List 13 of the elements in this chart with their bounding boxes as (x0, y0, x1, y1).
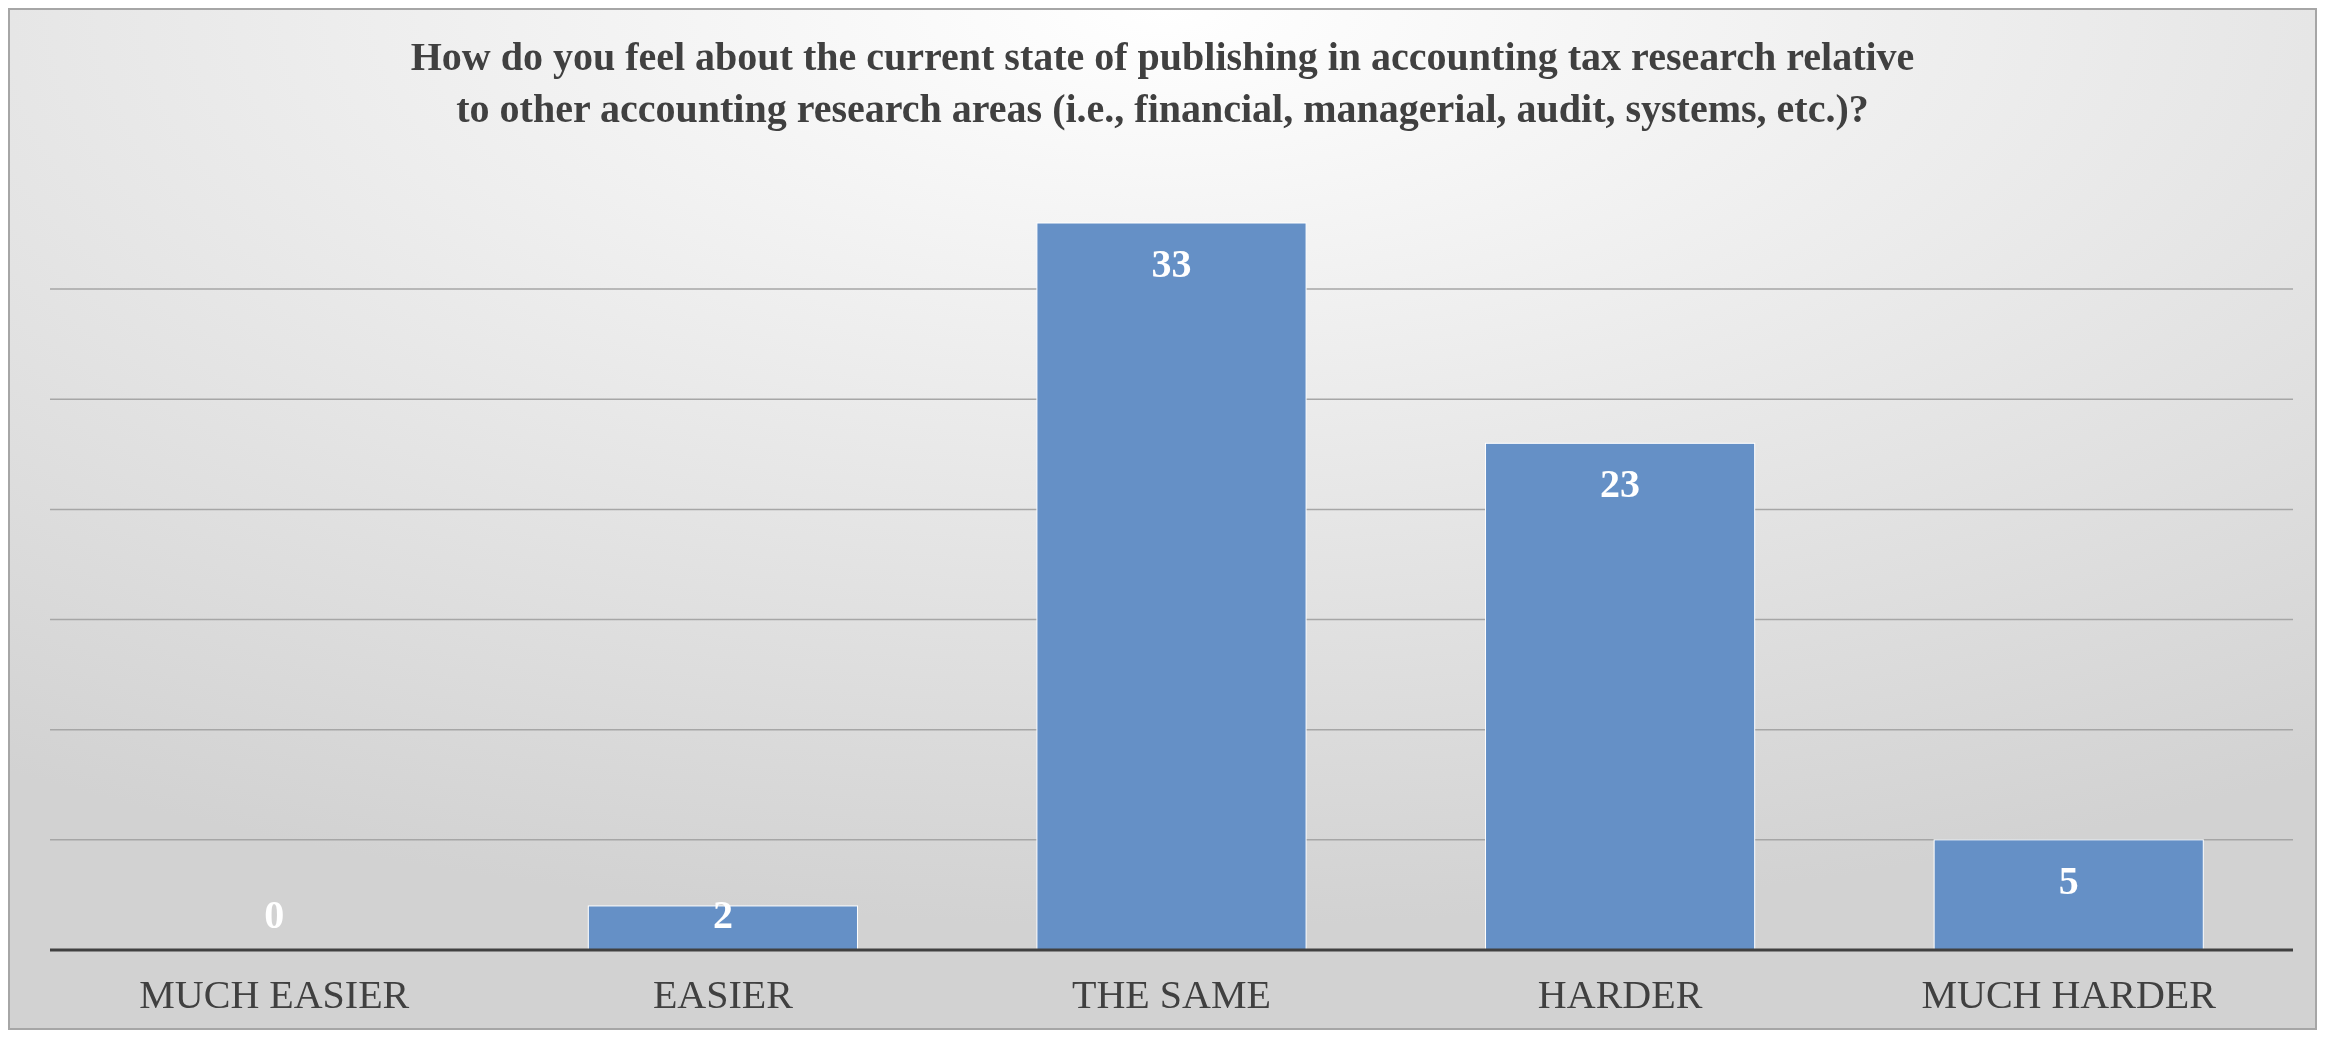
x-tick-label: MUCH EASIER (139, 972, 410, 1017)
x-tick-label: HARDER (1537, 972, 1703, 1017)
data-label: 5 (2058, 857, 2079, 903)
x-tick-label: THE SAME (1072, 972, 1271, 1017)
data-label: 2 (712, 892, 733, 937)
x-tick-label: MUCH HARDER (1921, 972, 2217, 1017)
chart-title: How do you feel about the current state of publishing in accounting tax research relative to other accounting research areas (i.e., financial, managerial, audit, systems, etc.)? (410, 34, 1915, 131)
data-label: 23 (1600, 461, 1641, 507)
x-tick-label: EASIER (652, 972, 794, 1017)
bar (1485, 442, 1756, 951)
bar (1933, 839, 2204, 951)
data-label: 33 (1151, 241, 1192, 286)
bar (1036, 222, 1307, 951)
